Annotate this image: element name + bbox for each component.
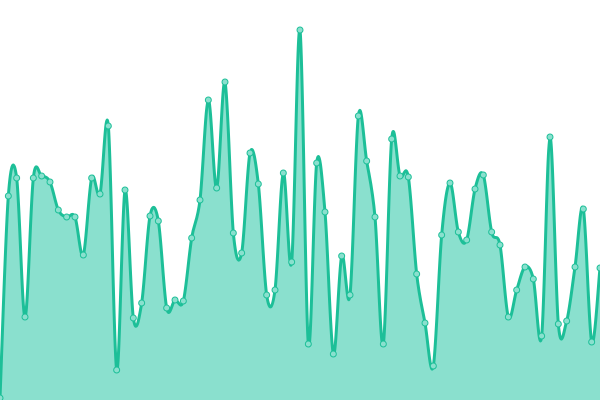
data-point-24 [196, 196, 204, 204]
data-point-65 [538, 332, 546, 340]
data-point-57 [471, 185, 479, 193]
data-point-46 [379, 340, 387, 348]
data-point-32 [263, 291, 271, 299]
data-point-38 [313, 159, 321, 167]
data-point-10 [79, 251, 87, 259]
data-point-22 [179, 297, 187, 305]
data-point-47 [388, 135, 396, 143]
data-point-43 [354, 112, 362, 120]
data-point-35 [288, 258, 296, 266]
data-point-66 [546, 133, 554, 141]
data-point-52 [429, 362, 437, 370]
data-point-4 [29, 174, 37, 182]
data-point-14 [113, 366, 121, 374]
data-point-71 [588, 338, 596, 346]
data-point-30 [246, 149, 254, 157]
data-point-39 [321, 208, 329, 216]
data-point-11 [88, 174, 96, 182]
data-point-23 [188, 234, 196, 242]
data-point-13 [104, 122, 112, 130]
data-point-64 [529, 275, 537, 283]
data-point-60 [496, 241, 504, 249]
data-point-5 [38, 172, 46, 180]
data-point-48 [396, 172, 404, 180]
data-point-56 [463, 236, 471, 244]
data-point-3 [21, 313, 29, 321]
data-point-61 [504, 313, 512, 321]
data-point-16 [129, 314, 137, 322]
data-point-45 [371, 213, 379, 221]
data-point-36 [296, 26, 304, 34]
data-point-63 [521, 263, 529, 271]
data-point-31 [254, 180, 262, 188]
data-point-15 [121, 186, 129, 194]
data-points [0, 26, 600, 400]
data-point-59 [488, 228, 496, 236]
data-point-55 [454, 228, 462, 236]
data-point-18 [146, 212, 154, 220]
area-fill [0, 29, 600, 400]
data-point-68 [563, 317, 571, 325]
data-point-28 [229, 229, 237, 237]
data-point-26 [213, 184, 221, 192]
data-point-41 [338, 252, 346, 260]
data-point-40 [329, 350, 337, 358]
data-point-58 [479, 171, 487, 179]
data-point-9 [71, 213, 79, 221]
data-point-7 [54, 206, 62, 214]
data-point-42 [346, 291, 354, 299]
data-point-20 [163, 304, 171, 312]
data-point-0 [0, 394, 4, 400]
data-point-44 [363, 157, 371, 165]
data-point-34 [279, 169, 287, 177]
data-point-50 [413, 270, 421, 278]
data-point-72 [596, 264, 600, 272]
data-point-49 [404, 173, 412, 181]
data-point-8 [63, 213, 71, 221]
data-point-19 [154, 217, 162, 225]
data-point-51 [421, 319, 429, 327]
data-point-27 [221, 78, 229, 86]
data-point-6 [46, 178, 54, 186]
data-point-37 [304, 340, 312, 348]
data-point-67 [554, 320, 562, 328]
data-point-53 [438, 231, 446, 239]
data-point-29 [238, 249, 246, 257]
data-point-54 [446, 179, 454, 187]
data-point-2 [13, 174, 21, 182]
data-point-21 [171, 296, 179, 304]
data-point-70 [579, 205, 587, 213]
data-point-33 [271, 286, 279, 294]
data-point-62 [513, 286, 521, 294]
data-point-69 [571, 263, 579, 271]
data-point-12 [96, 190, 104, 198]
data-point-25 [204, 96, 212, 104]
data-point-17 [138, 299, 146, 307]
data-point-1 [4, 192, 12, 200]
